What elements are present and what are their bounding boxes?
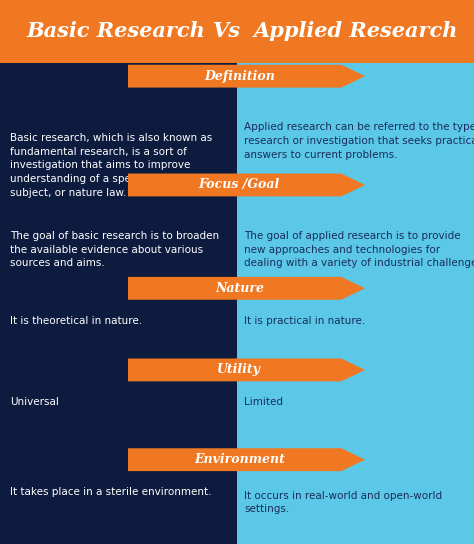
Text: Focus /Goal: Focus /Goal <box>199 178 280 191</box>
Polygon shape <box>128 65 365 88</box>
Text: Basic research, which is also known as
fundamental research, is a sort of
invest: Basic research, which is also known as f… <box>10 133 217 197</box>
Text: Limited: Limited <box>244 397 283 407</box>
Text: The goal of basic research is to broaden
the available evidence about various
so: The goal of basic research is to broaden… <box>10 231 219 268</box>
Text: It is theoretical in nature.: It is theoretical in nature. <box>10 316 143 325</box>
Text: It is practical in nature.: It is practical in nature. <box>244 316 365 325</box>
Polygon shape <box>128 174 365 196</box>
Text: The goal of applied research is to provide
new approaches and technologies for
d: The goal of applied research is to provi… <box>244 231 474 268</box>
Text: Universal: Universal <box>10 397 59 407</box>
Text: It takes place in a sterile environment.: It takes place in a sterile environment. <box>10 487 212 497</box>
FancyBboxPatch shape <box>0 0 474 63</box>
Text: Utility: Utility <box>218 363 261 376</box>
Text: Applied Research: Applied Research <box>253 21 458 41</box>
Text: Nature: Nature <box>215 282 264 295</box>
Polygon shape <box>128 448 365 471</box>
Polygon shape <box>128 277 365 300</box>
Text: Applied research can be referred to the type
research or investigation that seek: Applied research can be referred to the … <box>244 122 474 159</box>
FancyBboxPatch shape <box>237 63 474 544</box>
Text: It occurs in real-world and open-world
settings.: It occurs in real-world and open-world s… <box>244 491 442 514</box>
Text: Environment: Environment <box>194 453 285 466</box>
Text: Definition: Definition <box>204 70 275 83</box>
Text: Basic Research: Basic Research <box>27 21 206 41</box>
Text: Vs: Vs <box>212 21 241 41</box>
Polygon shape <box>128 358 365 381</box>
